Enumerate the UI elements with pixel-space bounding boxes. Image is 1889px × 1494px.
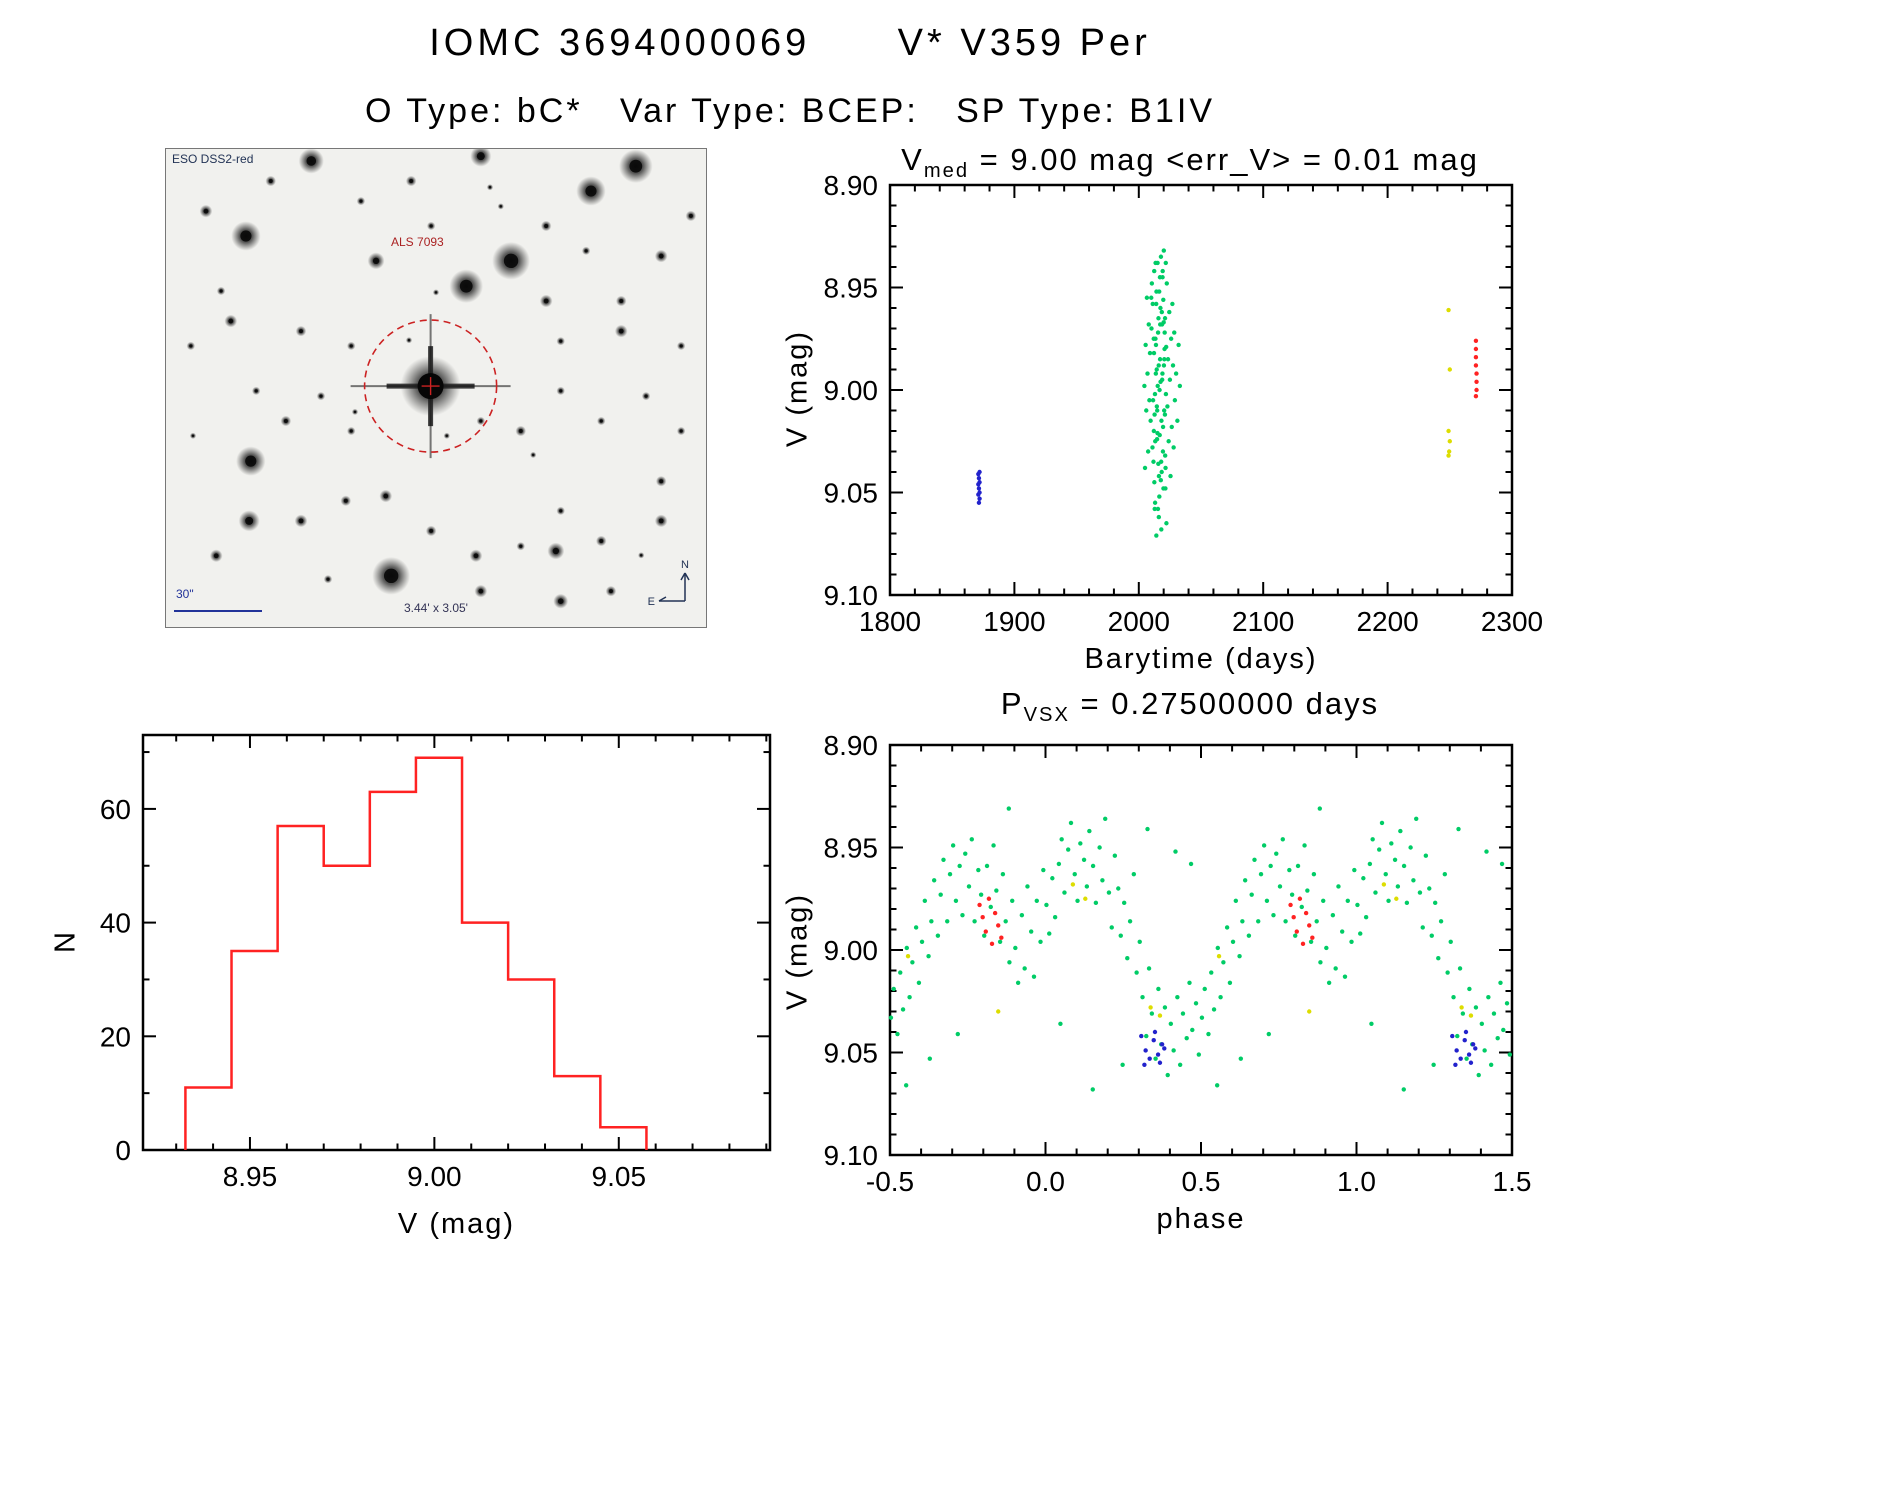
lightcurve-yaxis-label: V (mag) [781, 329, 814, 448]
series-green-points [1142, 248, 1183, 538]
svg-text:-0.5: -0.5 [866, 1166, 914, 1197]
lightcurve-plot: 1800 1900 2000 2100 2200 2300 8.90 8.95 9.00 9.05… [824, 170, 1544, 637]
lightcurve-title: Vmed = 9.00 mag <err_V> = 0.01 mag [850, 142, 1530, 183]
compass-east-label: E [648, 596, 655, 608]
finder-sky-image: NE [166, 149, 706, 627]
svg-text:9.05: 9.05 [592, 1161, 647, 1192]
phase-yaxis-label: V (mag) [781, 892, 814, 1011]
phase-title-prefix: P [1000, 686, 1024, 721]
svg-text:8.95: 8.95 [824, 833, 879, 864]
svg-text:2100: 2100 [1232, 606, 1294, 637]
fov-label: 3.44' x 3.05' [404, 601, 468, 615]
svg-text:1.5: 1.5 [1493, 1166, 1532, 1197]
svg-text:8.95: 8.95 [824, 273, 879, 304]
svg-text:2000: 2000 [1108, 606, 1170, 637]
phase-title-sub: VSX [1023, 704, 1070, 727]
field-stars [186, 149, 697, 609]
axes-frame [141, 733, 772, 1152]
phase-title: PVSX = 0.27500000 days [850, 686, 1530, 727]
tick-labels: -0.5 0.0 0.5 1.0 1.5 8.90 8.95 9.00 9.05 9.10 [824, 730, 1532, 1197]
lightcurve-title-rest: = 9.00 mag <err_V> = 0.01 mag [969, 142, 1479, 177]
tick-labels: 1800 1900 2000 2100 2200 2300 8.90 8.95 9.00 9.05… [824, 170, 1544, 637]
histogram-plot: 8.95 9.00 9.05 0 20 40 60 [100, 733, 772, 1192]
axes-frame [888, 743, 1514, 1157]
series-blue-points [1139, 1029, 1478, 1067]
svg-text:9.05: 9.05 [824, 478, 879, 509]
svg-text:9.00: 9.00 [824, 935, 879, 966]
compass-north-label: N [681, 559, 689, 571]
svg-text:2300: 2300 [1481, 606, 1543, 637]
lightcurve-title-sub: med [923, 160, 970, 183]
compass-icon [658, 572, 690, 602]
svg-text:20: 20 [100, 1021, 131, 1052]
series-red-points [977, 896, 1315, 947]
svg-text:9.10: 9.10 [824, 1140, 879, 1171]
phase-plot: -0.5 0.0 0.5 1.0 1.5 8.90 8.95 9.00 9.05 9.10 [824, 730, 1532, 1197]
svg-text:1.0: 1.0 [1337, 1166, 1376, 1197]
main-title: IOMC 3694000069 V* V359 Per [429, 22, 1151, 64]
svg-text:9.10: 9.10 [824, 580, 879, 611]
series-red-points [1473, 338, 1479, 399]
object-type-subtitle: O Type: bC* Var Type: BCEP: SP Type: B1I… [365, 92, 1215, 130]
series-yellow-points [1446, 307, 1452, 458]
svg-text:40: 40 [100, 908, 131, 939]
histogram-yaxis-label: N [49, 930, 82, 953]
svg-text:0.0: 0.0 [1026, 1166, 1065, 1197]
svg-text:1900: 1900 [983, 606, 1045, 637]
svg-text:9.05: 9.05 [824, 1038, 879, 1069]
svg-text:1800: 1800 [859, 606, 921, 637]
histogram-xaxis-label: V (mag) [397, 1208, 516, 1240]
svg-text:0: 0 [115, 1135, 131, 1166]
lightcurve-xaxis-label: Barytime (days) [1084, 643, 1318, 675]
target-marker [363, 319, 498, 453]
svg-text:8.95: 8.95 [223, 1161, 277, 1192]
svg-text:8.90: 8.90 [824, 170, 879, 201]
scale-bar-label: 30" [176, 587, 194, 601]
target-label: ALS 7093 [391, 235, 444, 249]
axes-frame [888, 183, 1514, 597]
lightcurve-title-prefix: V [901, 142, 924, 177]
svg-text:60: 60 [100, 794, 131, 825]
svg-text:0.5: 0.5 [1182, 1166, 1221, 1197]
series-blue-points [976, 469, 982, 505]
phase-xaxis-label: phase [1156, 1203, 1246, 1235]
histogram-bars [184, 756, 648, 1150]
series-yellow-points [905, 882, 1474, 1018]
svg-text:9.00: 9.00 [407, 1161, 462, 1192]
svg-text:9.00: 9.00 [824, 375, 879, 406]
svg-text:8.90: 8.90 [824, 730, 879, 761]
survey-label: ESO DSS2-red [172, 152, 254, 166]
tick-labels: 8.95 9.00 9.05 0 20 40 60 [100, 794, 646, 1192]
phase-title-rest: = 0.27500000 days [1069, 686, 1380, 721]
svg-text:2200: 2200 [1356, 606, 1418, 637]
series-green-points [888, 806, 1513, 1092]
